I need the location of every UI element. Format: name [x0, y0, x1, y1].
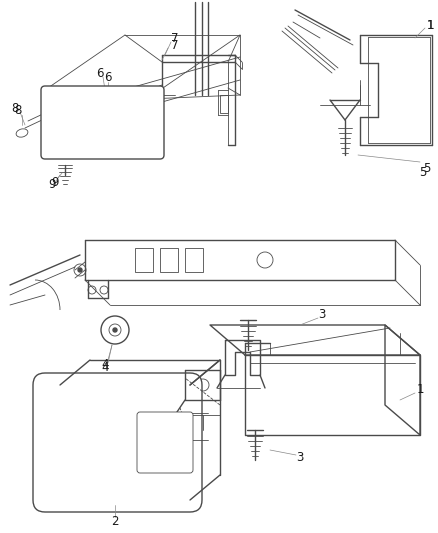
- Text: 1: 1: [415, 384, 423, 397]
- Text: 3: 3: [296, 451, 303, 464]
- Text: 8: 8: [14, 103, 21, 117]
- Text: 8: 8: [11, 101, 19, 115]
- Bar: [219, 95, 227, 113]
- Text: 9: 9: [48, 179, 56, 191]
- Text: 4: 4: [101, 359, 109, 372]
- Text: 5: 5: [418, 166, 426, 180]
- Circle shape: [113, 328, 117, 332]
- Bar: [159, 248, 177, 272]
- Bar: [135, 248, 153, 272]
- Text: 7: 7: [171, 31, 178, 44]
- Text: 7: 7: [171, 38, 178, 52]
- Text: 2: 2: [111, 515, 119, 529]
- Text: 6: 6: [96, 67, 103, 79]
- Text: 6: 6: [104, 70, 112, 84]
- Circle shape: [78, 268, 82, 272]
- Ellipse shape: [16, 129, 28, 137]
- Text: 1: 1: [425, 19, 433, 31]
- Bar: [162, 423, 190, 438]
- Text: 1: 1: [425, 19, 433, 31]
- FancyBboxPatch shape: [41, 86, 164, 159]
- Bar: [184, 248, 202, 272]
- Text: 4: 4: [101, 361, 109, 375]
- Text: 5: 5: [422, 161, 430, 174]
- FancyBboxPatch shape: [137, 412, 193, 473]
- Text: 9: 9: [51, 175, 59, 189]
- FancyBboxPatch shape: [33, 373, 201, 512]
- Bar: [162, 443, 190, 458]
- Text: 3: 3: [318, 309, 325, 321]
